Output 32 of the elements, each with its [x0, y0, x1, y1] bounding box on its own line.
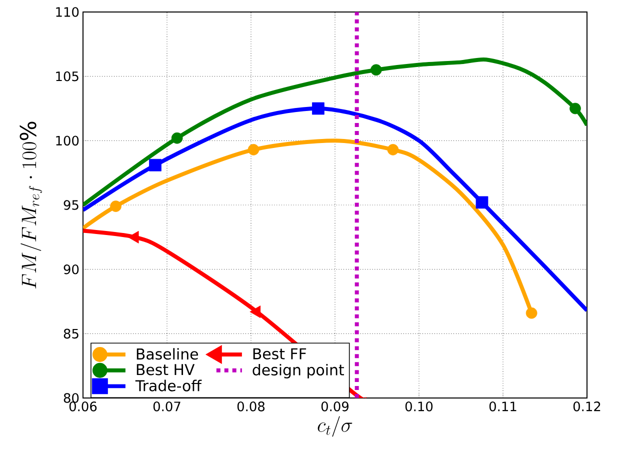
- ref-line-label: design point: [252, 364, 344, 378]
- point: [312, 102, 324, 115]
- y-tick-label: 80: [64, 393, 79, 403]
- y-tick-label: 110: [56, 7, 79, 17]
- y-tick-label: 95: [64, 200, 78, 210]
- point: [570, 102, 581, 114]
- line-series: [83, 58, 587, 207]
- point: [248, 144, 260, 156]
- x-tick-label: 0.09: [321, 402, 348, 412]
- legend-label: Baseline: [136, 348, 198, 360]
- x-tick-label: 0.07: [153, 402, 180, 412]
- y-tick-label: 100: [56, 136, 79, 146]
- x-axis-title: $c_t/\sigma$: [318, 416, 352, 437]
- x-tick-label: 0.10: [405, 402, 433, 412]
- legend-label: Best FF: [253, 348, 306, 360]
- point: [149, 158, 162, 172]
- point: [526, 307, 538, 319]
- y-axis-title: $FM/FM_{ref}\cdot 100\%$: [20, 122, 42, 289]
- point: [387, 144, 399, 156]
- x-tick-label: 0.11: [489, 402, 516, 412]
- point: [110, 200, 122, 212]
- x-tick-label: 0.08: [237, 402, 265, 412]
- legend-label: Best HV: [136, 364, 195, 376]
- x-tick-label: 0.06: [69, 402, 97, 412]
- point: [171, 132, 183, 144]
- y-tick-label: 90: [64, 264, 79, 274]
- legend-label: Trade-off: [135, 380, 202, 392]
- y-tick-label: 85: [64, 328, 78, 339]
- point: [370, 64, 382, 76]
- y-tick-label: 105: [56, 71, 78, 82]
- point: [476, 196, 488, 209]
- x-tick-label: 0.12: [573, 402, 600, 412]
